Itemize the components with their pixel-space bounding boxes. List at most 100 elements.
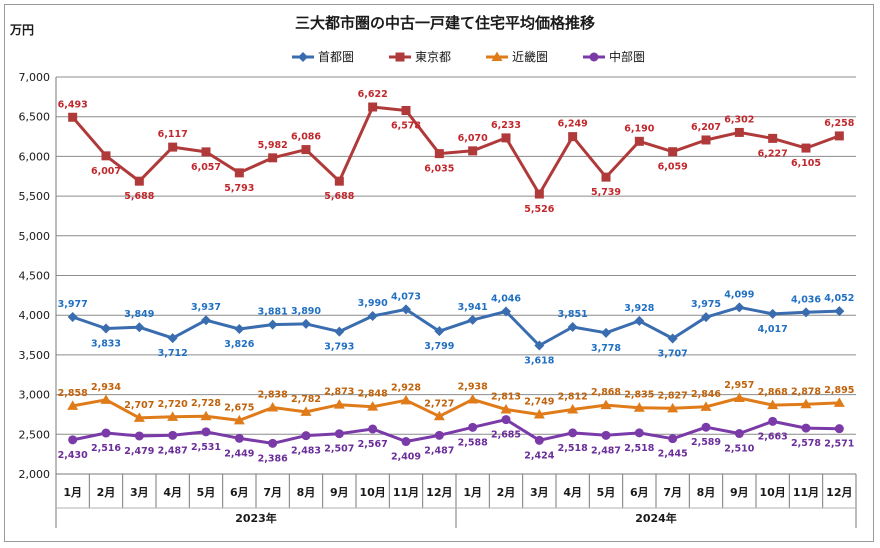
data-point-marker (701, 312, 711, 323)
data-label: 3,928 (624, 303, 654, 314)
data-point-marker (601, 327, 611, 338)
x-tick-label: 6月 (630, 486, 649, 499)
data-label: 2,868 (591, 387, 621, 398)
x-tick-label: 4月 (563, 486, 582, 499)
data-label: 2,588 (458, 437, 488, 448)
data-label: 2,567 (358, 439, 388, 450)
chart-legend: 首都圏 東京都 近畿圏 中部圏 (292, 49, 645, 64)
data-point-marker (401, 437, 411, 447)
data-point-marker (234, 168, 244, 178)
data-label: 3,799 (424, 341, 454, 352)
chart-title: 三大都市圏の中古一戸建て住宅平均価格推移 (295, 14, 595, 32)
y-tick-label: 5,000 (19, 230, 51, 243)
data-point-marker (234, 433, 244, 443)
data-label: 3,941 (458, 302, 488, 313)
data-point-marker (68, 435, 78, 445)
data-label: 2,720 (158, 399, 188, 410)
data-point-marker (467, 314, 478, 325)
data-point-marker (368, 424, 378, 434)
legend-item: 東京都 (389, 50, 451, 64)
y-tick-label: 4,500 (19, 270, 51, 283)
data-point-marker (768, 133, 778, 143)
data-label: 3,793 (324, 342, 354, 353)
data-label: 2,578 (791, 438, 821, 449)
x-tick-label: 8月 (697, 486, 716, 499)
data-point-marker (668, 147, 678, 157)
data-label: 2,571 (824, 439, 854, 450)
data-point-marker (534, 435, 544, 445)
data-label: 6,117 (158, 129, 188, 140)
data-point-marker (468, 422, 478, 432)
data-label: 2,445 (658, 449, 688, 460)
data-point-marker (667, 333, 678, 344)
data-label: 2,749 (524, 397, 554, 408)
data-label: 6,057 (191, 162, 221, 173)
data-label: 2,848 (358, 389, 388, 400)
x-tick-label: 12月 (426, 486, 452, 499)
data-point-marker (434, 149, 444, 159)
data-label: 3,826 (224, 339, 254, 350)
data-point-marker (201, 427, 211, 437)
data-point-marker (201, 147, 211, 157)
y-tick-label: 7,000 (19, 71, 51, 84)
data-label: 2,483 (291, 446, 321, 457)
data-point-marker (395, 52, 405, 62)
data-point-marker (500, 403, 512, 414)
x-tick-label: 11月 (393, 486, 419, 499)
x-tick-label: 1月 (463, 486, 482, 499)
data-label: 6,070 (458, 133, 488, 144)
data-point-marker (601, 172, 611, 182)
data-label: 2,685 (491, 430, 521, 441)
y-tick-label: 3,000 (19, 389, 51, 402)
data-label: 2,827 (658, 390, 688, 401)
data-label: 2,938 (458, 382, 488, 393)
x-tick-label: 11月 (793, 486, 819, 499)
data-point-marker (67, 312, 78, 323)
data-point-marker (233, 414, 245, 425)
data-label: 2,409 (391, 452, 421, 463)
data-point-marker (767, 308, 778, 319)
data-label: 2,727 (424, 398, 454, 409)
data-label: 2,835 (624, 390, 654, 401)
data-label: 3,833 (91, 338, 121, 349)
y-tick-label: 5,500 (19, 190, 51, 203)
data-point-marker (700, 401, 712, 411)
data-point-marker (268, 438, 278, 448)
data-label: 2,928 (391, 382, 421, 393)
data-point-marker (634, 428, 644, 438)
data-point-marker (301, 145, 311, 155)
data-point-marker (433, 410, 445, 421)
y-tick-label: 3,500 (19, 349, 51, 362)
data-label: 4,099 (724, 289, 754, 300)
legend-label: 首都圏 (318, 50, 354, 64)
data-point-marker (301, 318, 311, 329)
data-label: 5,793 (224, 183, 254, 194)
data-point-marker (567, 322, 578, 333)
data-label: 3,712 (158, 348, 188, 359)
data-label: 3,618 (524, 356, 554, 367)
data-point-marker (501, 306, 511, 317)
data-label: 5,982 (258, 140, 288, 151)
data-label: 2,675 (224, 402, 254, 413)
x-tick-label: 3月 (530, 486, 549, 499)
data-point-marker (367, 401, 379, 411)
data-label: 2,589 (691, 437, 721, 448)
data-label: 2,516 (91, 443, 121, 454)
data-point-marker (467, 394, 479, 404)
data-label: 6,578 (391, 121, 421, 132)
data-label: 5,526 (524, 204, 554, 215)
y-tick-label: 6,500 (19, 111, 51, 124)
data-label: 3,849 (124, 309, 154, 320)
x-tick-label: 7月 (263, 486, 282, 499)
data-point-marker (167, 333, 178, 344)
data-label: 2,531 (191, 442, 221, 453)
x-tick-label: 2月 (97, 486, 116, 499)
data-label: 2,728 (191, 398, 221, 409)
data-label: 6,035 (424, 164, 454, 175)
data-point-marker (668, 434, 678, 444)
chart-frame (4, 4, 874, 542)
y-tick-label: 2,500 (19, 428, 51, 441)
data-point-marker (434, 326, 445, 337)
data-point-marker (701, 135, 711, 145)
data-point-marker (401, 304, 411, 315)
